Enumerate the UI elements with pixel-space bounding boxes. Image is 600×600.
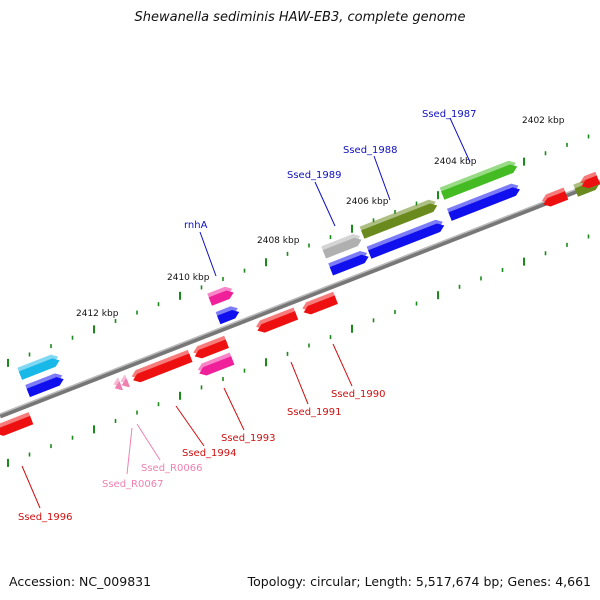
cds-pink-rnha[interactable] (207, 285, 235, 306)
trna-ssed-r0066[interactable] (112, 377, 123, 393)
genome-backbone (0, 179, 600, 419)
gene-label-ssed-1988[interactable]: Ssed_1988 (343, 145, 398, 156)
leader-line (373, 155, 391, 201)
leader-line (126, 427, 133, 475)
cds-green-ssed-1987[interactable] (439, 159, 519, 200)
genome-backbone-highlight (0, 179, 600, 415)
cds-red-ssed-1990[interactable] (301, 291, 338, 317)
cds-red[interactable] (540, 187, 569, 209)
cds-blue[interactable] (328, 249, 370, 276)
leader-line (449, 117, 471, 163)
cds-blue[interactable] (215, 304, 241, 325)
kbp-label-2406: 2406 kbp (346, 197, 389, 207)
leader-line (332, 343, 353, 387)
gene-features (0, 159, 600, 438)
gene-label-ssed-1987[interactable]: Ssed_1987 (422, 109, 477, 120)
kbp-label-2402: 2402 kbp (522, 116, 565, 126)
leader-line (314, 181, 336, 227)
leader-line (223, 387, 245, 431)
cds-blue-ssed-1989[interactable] (366, 218, 446, 259)
gene-label-ssed-r0067[interactable]: Ssed_R0067 (102, 479, 163, 490)
gene-label-ssed-1991[interactable]: Ssed_1991 (287, 407, 342, 418)
cds-blue[interactable] (446, 181, 522, 221)
cds-grey[interactable] (321, 232, 363, 259)
leader-line (199, 231, 217, 277)
kbp-label-2404: 2404 kbp (434, 157, 477, 167)
cds-red[interactable] (579, 171, 600, 191)
cds-blue[interactable] (25, 371, 65, 398)
cds-red[interactable] (192, 335, 229, 361)
kbp-label-2408: 2408 kbp (257, 236, 300, 246)
cds-pink-ssed-1993[interactable] (196, 352, 235, 378)
leader-line (175, 405, 205, 447)
genome-summary-text: Topology: circular; Length: 5,517,674 bp… (247, 574, 591, 589)
kbp-label-2412: 2412 kbp (76, 309, 119, 319)
gene-label-ssed-1989[interactable]: Ssed_1989 (287, 170, 342, 181)
gene-label-ssed-1994[interactable]: Ssed_1994 (182, 448, 237, 459)
gene-label-ssed-1993[interactable]: Ssed_1993 (221, 433, 276, 444)
cds-red-ssed-1996[interactable] (0, 412, 34, 438)
cds-red-ssed-1991[interactable] (254, 307, 299, 334)
gene-label-rnha[interactable]: rnhA (184, 220, 208, 231)
gene-label-ssed-1996[interactable]: Ssed_1996 (18, 512, 73, 523)
kbp-label-2410: 2410 kbp (167, 273, 210, 283)
map-title: Shewanella sediminis HAW-EB3, complete g… (134, 10, 466, 25)
leader-line (21, 465, 41, 509)
cds-red-ssed-1994[interactable] (130, 349, 193, 385)
cds-cyan[interactable] (17, 352, 61, 380)
leader-line (290, 361, 309, 405)
accession-text: Accession: NC_009831 (9, 574, 152, 589)
gene-label-ssed-1990[interactable]: Ssed_1990 (331, 389, 386, 400)
gene-label-ssed-r0066[interactable]: Ssed_R0066 (141, 463, 202, 474)
cds-olive-ssed-1988[interactable] (359, 198, 439, 239)
trna-ssed-r0067[interactable] (119, 374, 130, 390)
leader-line (136, 423, 161, 461)
